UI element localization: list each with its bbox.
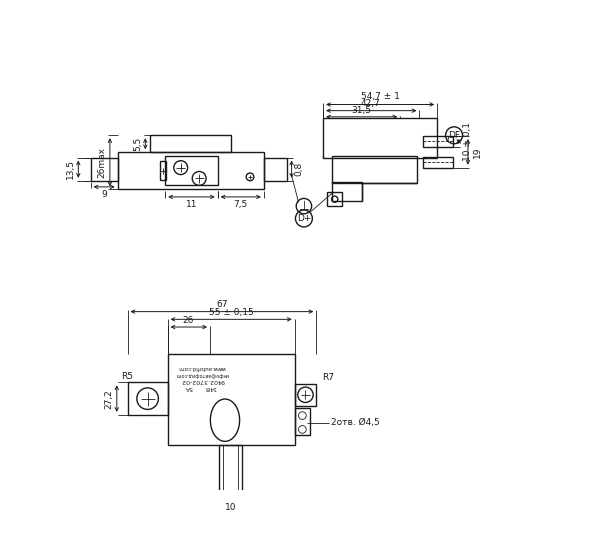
Bar [294, 408, 310, 435]
Text: инфо@автофид.com: инфо@автофид.com [176, 371, 229, 377]
Bar [165, 156, 218, 185]
Text: 5A: 5A [184, 386, 192, 390]
Text: 31,5: 31,5 [352, 106, 372, 114]
Text: 9: 9 [101, 190, 107, 199]
Text: 5,5: 5,5 [133, 136, 142, 151]
Text: 7,5: 7,5 [234, 200, 248, 209]
Bar [160, 162, 166, 180]
Text: D+: D+ [297, 214, 311, 223]
Bar [127, 382, 168, 415]
Text: 54,7 ± 1: 54,7 ± 1 [360, 92, 399, 101]
Text: ⊥: ⊥ [299, 200, 309, 213]
Text: R7: R7 [322, 373, 335, 382]
Text: 26max: 26max [98, 147, 107, 178]
Bar [150, 135, 231, 152]
Bar [327, 192, 342, 206]
Bar [423, 136, 453, 147]
Text: 11: 11 [186, 200, 197, 209]
Bar [423, 157, 453, 168]
Text: 14В: 14В [204, 386, 216, 390]
Text: 67: 67 [216, 300, 228, 309]
Bar [323, 118, 437, 158]
Text: 13,5: 13,5 [66, 159, 75, 179]
Text: 19: 19 [473, 146, 481, 158]
Text: 55 ± 0,15: 55 ± 0,15 [209, 308, 254, 317]
Text: www.autofid.com: www.autofid.com [178, 365, 226, 370]
Bar [264, 158, 287, 181]
Text: 0,8: 0,8 [294, 162, 304, 177]
Text: 10: 10 [225, 503, 237, 513]
Text: 10 ± 0,1: 10 ± 0,1 [463, 122, 471, 161]
Text: 26: 26 [183, 316, 194, 324]
Bar [332, 182, 362, 201]
Text: 42,7: 42,7 [361, 100, 381, 108]
Text: R5: R5 [122, 372, 133, 381]
Bar [168, 354, 294, 445]
Bar [117, 152, 264, 189]
Text: 9402.3702-02: 9402.3702-02 [181, 378, 224, 383]
Bar [219, 445, 242, 493]
Bar [91, 158, 117, 181]
Bar [332, 156, 417, 183]
Bar [294, 384, 316, 405]
Text: 27,2: 27,2 [105, 389, 114, 409]
Text: DF: DF [448, 131, 460, 140]
Text: 2отв. Ø4,5: 2отв. Ø4,5 [331, 418, 379, 427]
